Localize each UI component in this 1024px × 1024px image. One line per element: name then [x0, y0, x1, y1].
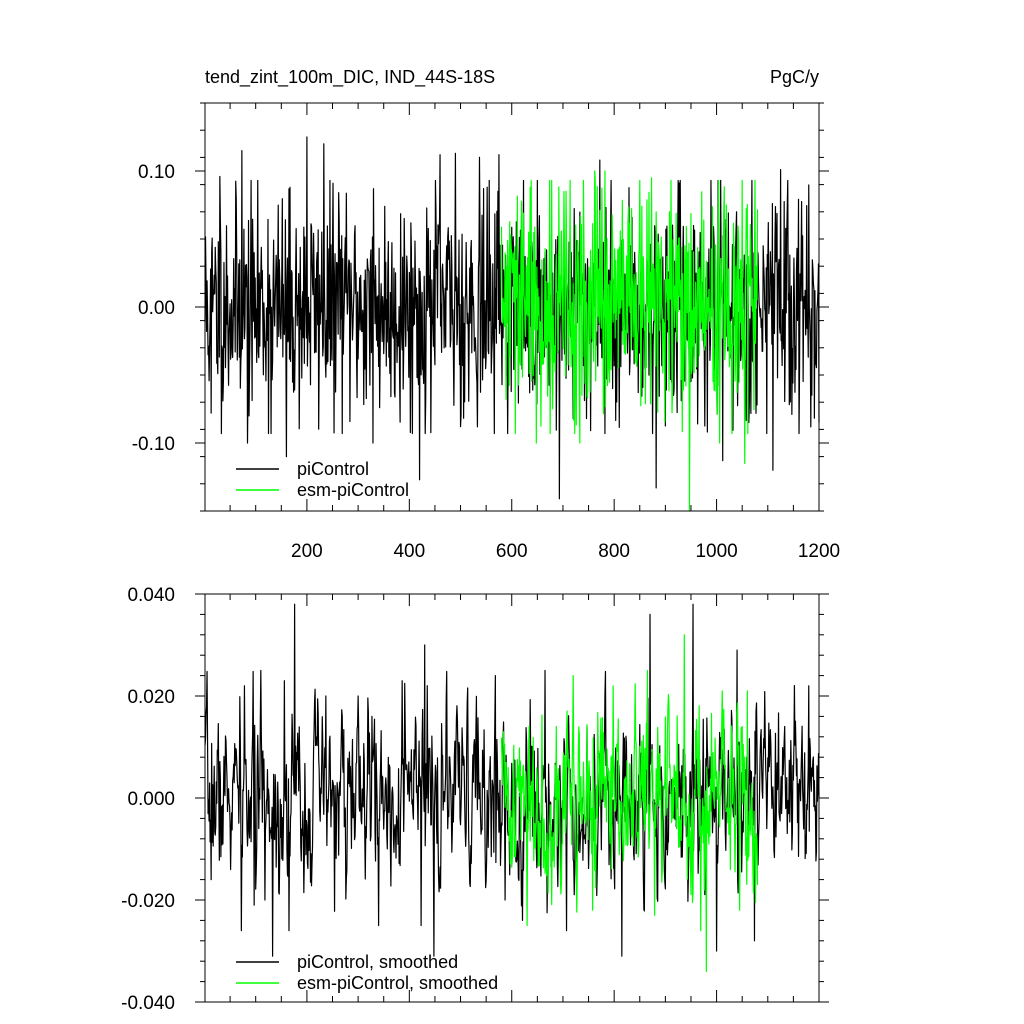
y-tick-label: -0.040: [121, 993, 175, 1014]
chart-bottom-panel: 0.040 0.020 0.000 -0.020 -0.040 piControl, s…: [121, 585, 829, 1014]
plot-frame: [204, 102, 820, 512]
legend-label: piControl, smoothed: [297, 952, 458, 972]
y-tick-label: -0.10: [132, 434, 175, 455]
x-tick-label: 1000: [695, 541, 737, 562]
legend-label: esm-piControl: [297, 480, 409, 500]
y-tick-label: 0.020: [127, 687, 175, 708]
axis-tick-labels: 200 400 600 800 1000 1200 0.10 0.00 -0.10: [132, 162, 840, 562]
plot-frame: [204, 593, 820, 1003]
x-tick-label: 400: [393, 541, 425, 562]
x-tick-label: 800: [598, 541, 630, 562]
legend-label: piControl: [297, 459, 369, 479]
y-tick-label: 0.00: [138, 298, 175, 319]
series-lines: [204, 136, 820, 512]
axis-tick-labels: 0.040 0.020 0.000 -0.020 -0.040: [121, 585, 175, 1014]
x-tick-label: 600: [496, 541, 528, 562]
y-tick-label: -0.020: [121, 891, 175, 912]
chart-title: tend_zint_100m_DIC, IND_44S-18S: [205, 67, 495, 88]
legend-label: esm-piControl, smoothed: [297, 973, 498, 993]
chart-units-label: PgC/y: [770, 67, 819, 87]
chart-top-panel: tend_zint_100m_DIC, IND_44S-18S PgC/y 20…: [132, 67, 840, 562]
series-lines: [204, 603, 820, 972]
x-tick-label: 1200: [798, 541, 840, 562]
series-line-esm-picontrol: [500, 170, 759, 512]
x-tick-label: 200: [291, 541, 323, 562]
y-tick-label: 0.000: [127, 789, 175, 810]
series-line-esm-picontrol: [500, 634, 759, 972]
series-line-picontrol: [204, 603, 820, 957]
y-tick-label: 0.10: [138, 162, 175, 183]
y-tick-label: 0.040: [127, 585, 175, 606]
